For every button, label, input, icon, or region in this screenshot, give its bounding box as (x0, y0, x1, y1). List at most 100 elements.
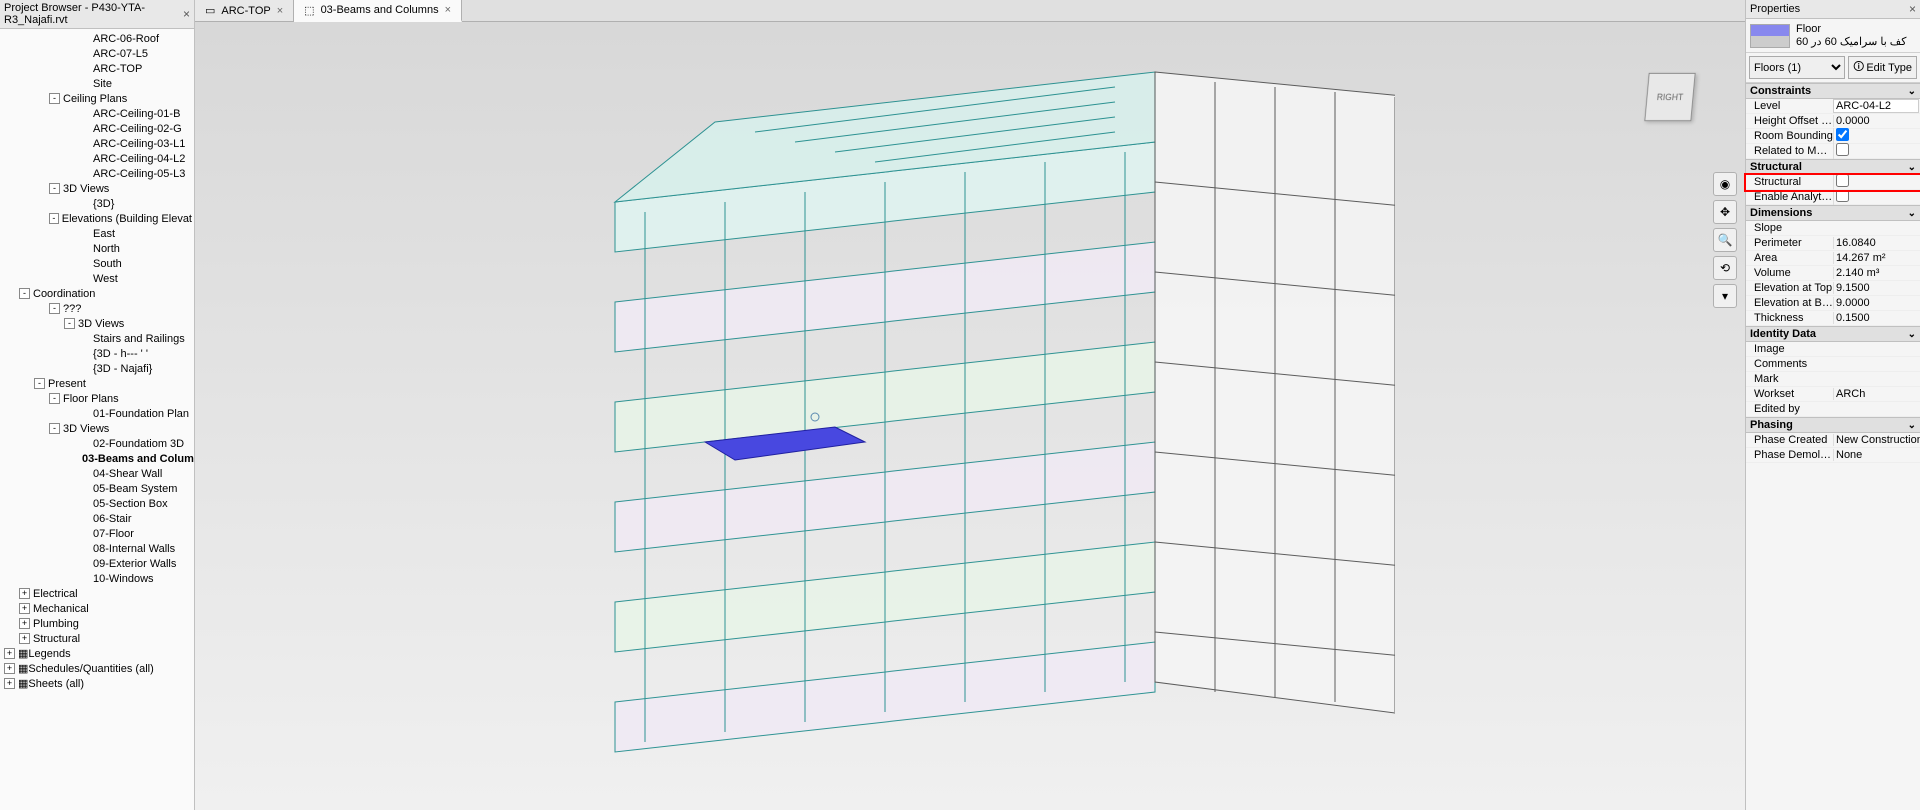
tab-close-icon[interactable]: × (277, 5, 283, 17)
property-checkbox[interactable] (1836, 174, 1849, 187)
collapse-icon[interactable]: - (49, 423, 60, 434)
property-section-header[interactable]: Phasing⌄ (1746, 417, 1920, 433)
tree-node[interactable]: ARC-Ceiling-02-G (0, 121, 194, 136)
tree-node[interactable]: +▦ Schedules/Quantities (all) (0, 661, 194, 676)
tree-node[interactable]: -??? (0, 301, 194, 316)
property-section-header[interactable]: Constraints⌄ (1746, 83, 1920, 99)
tree-node[interactable]: 04-Shear Wall (0, 466, 194, 481)
tree-node[interactable]: 05-Beam System (0, 481, 194, 496)
tree-node[interactable]: 02-Foundatiom 3D (0, 436, 194, 451)
tree-node[interactable]: -Elevations (Building Elevat (0, 211, 194, 226)
expand-icon[interactable]: + (4, 663, 15, 674)
property-value[interactable] (1833, 189, 1920, 205)
property-value[interactable]: 9.1500 (1833, 282, 1920, 294)
tree-node[interactable]: -Present (0, 376, 194, 391)
collapse-icon[interactable]: - (49, 303, 60, 314)
view-tab[interactable]: ⬚03-Beams and Columns× (294, 0, 462, 22)
tree-node[interactable]: +▦ Legends (0, 646, 194, 661)
tree-node[interactable]: -3D Views (0, 181, 194, 196)
property-checkbox[interactable] (1836, 143, 1849, 156)
property-section-header[interactable]: Structural⌄ (1746, 159, 1920, 175)
tree-node[interactable]: Stairs and Railings (0, 331, 194, 346)
expand-icon[interactable]: + (19, 633, 30, 644)
collapse-icon[interactable]: - (49, 93, 60, 104)
tree-node[interactable]: {3D - Najafi} (0, 361, 194, 376)
nav-pan-icon[interactable]: ✥ (1713, 200, 1737, 224)
collapse-icon[interactable]: - (64, 318, 75, 329)
tree-node[interactable]: ARC-Ceiling-04-L2 (0, 151, 194, 166)
edit-type-button[interactable]: 🛈 Edit Type (1848, 56, 1917, 79)
nav-more-icon[interactable]: ▾ (1713, 284, 1737, 308)
tree-node[interactable]: -Coordination (0, 286, 194, 301)
tree-node[interactable]: East (0, 226, 194, 241)
expand-icon[interactable]: + (4, 648, 15, 659)
view-tab[interactable]: ▭ARC-TOP× (195, 0, 294, 21)
tree-node[interactable]: ARC-Ceiling-05-L3 (0, 166, 194, 181)
instance-selector[interactable]: Floors (1) (1749, 56, 1845, 79)
property-value[interactable]: ARCh (1833, 388, 1920, 400)
collapse-icon[interactable]: ⌄ (1908, 162, 1916, 173)
tab-close-icon[interactable]: × (445, 4, 451, 16)
tree-node[interactable]: +Electrical (0, 586, 194, 601)
viewcube[interactable]: RIGHT (1635, 62, 1705, 132)
collapse-icon[interactable]: ⌄ (1908, 329, 1916, 340)
property-value[interactable]: 0.1500 (1833, 312, 1920, 324)
collapse-icon[interactable]: ⌄ (1908, 420, 1916, 431)
collapse-icon[interactable]: - (49, 213, 59, 224)
collapse-icon[interactable]: - (49, 393, 60, 404)
property-value[interactable] (1833, 143, 1920, 159)
tree-node[interactable]: +Structural (0, 631, 194, 646)
expand-icon[interactable]: + (19, 618, 30, 629)
collapse-icon[interactable]: - (34, 378, 45, 389)
property-value[interactable]: New Construction (1833, 434, 1920, 446)
collapse-icon[interactable]: ⌄ (1908, 86, 1916, 97)
collapse-icon[interactable]: - (19, 288, 30, 299)
close-icon[interactable]: × (1909, 2, 1916, 16)
nav-orbit-icon[interactable]: ⟲ (1713, 256, 1737, 280)
tree-node[interactable]: 05-Section Box (0, 496, 194, 511)
collapse-icon[interactable]: ⌄ (1908, 208, 1916, 219)
tree-node[interactable]: South (0, 256, 194, 271)
tree-node[interactable]: -3D Views (0, 421, 194, 436)
tree-node[interactable]: 03-Beams and Colum (0, 451, 194, 466)
tree-node[interactable]: ARC-06-Roof (0, 31, 194, 46)
viewcube-face[interactable]: RIGHT (1644, 73, 1695, 121)
tree-node[interactable]: Site (0, 76, 194, 91)
tree-node[interactable]: ARC-Ceiling-01-B (0, 106, 194, 121)
tree-node[interactable]: 08-Internal Walls (0, 541, 194, 556)
property-section-header[interactable]: Dimensions⌄ (1746, 205, 1920, 221)
property-value[interactable] (1833, 174, 1920, 190)
close-icon[interactable]: × (183, 7, 190, 21)
tree-node[interactable]: 01-Foundation Plan (0, 406, 194, 421)
tree-node[interactable]: -3D Views (0, 316, 194, 331)
property-value[interactable]: ARC-04-L2 (1833, 99, 1919, 113)
tree-node[interactable]: ARC-TOP (0, 61, 194, 76)
expand-icon[interactable]: + (4, 678, 15, 689)
nav-wheel-icon[interactable]: ◉ (1713, 172, 1737, 196)
tree-node[interactable]: +Plumbing (0, 616, 194, 631)
3d-viewport[interactable]: RIGHT ◉ ✥ 🔍 ⟲ ▾ (195, 22, 1745, 810)
property-value[interactable]: 16.0840 (1833, 237, 1920, 249)
nav-zoom-icon[interactable]: 🔍 (1713, 228, 1737, 252)
collapse-icon[interactable]: - (49, 183, 60, 194)
property-value[interactable] (1833, 128, 1920, 144)
tree-node[interactable]: West (0, 271, 194, 286)
tree-node[interactable]: 10-Windows (0, 571, 194, 586)
property-value[interactable]: 9.0000 (1833, 297, 1920, 309)
property-value[interactable]: 0.0000 (1833, 115, 1920, 127)
property-value[interactable]: 2.140 m³ (1833, 267, 1920, 279)
tree-node[interactable]: {3D} (0, 196, 194, 211)
tree-node[interactable]: North (0, 241, 194, 256)
tree-node[interactable]: {3D - h--- ' ' (0, 346, 194, 361)
type-selector[interactable]: Floor کف با سرامیک 60 در 60 (1746, 19, 1920, 53)
tree-node[interactable]: 06-Stair (0, 511, 194, 526)
property-value[interactable]: None (1833, 449, 1920, 461)
tree-node[interactable]: 09-Exterior Walls (0, 556, 194, 571)
project-tree[interactable]: ARC-06-RoofARC-07-L5ARC-TOPSite-Ceiling … (0, 29, 194, 810)
tree-node[interactable]: ARC-Ceiling-03-L1 (0, 136, 194, 151)
tree-node[interactable]: 07-Floor (0, 526, 194, 541)
tree-node[interactable]: ARC-07-L5 (0, 46, 194, 61)
property-section-header[interactable]: Identity Data⌄ (1746, 326, 1920, 342)
tree-node[interactable]: +▦ Sheets (all) (0, 676, 194, 691)
property-checkbox[interactable] (1836, 128, 1849, 141)
